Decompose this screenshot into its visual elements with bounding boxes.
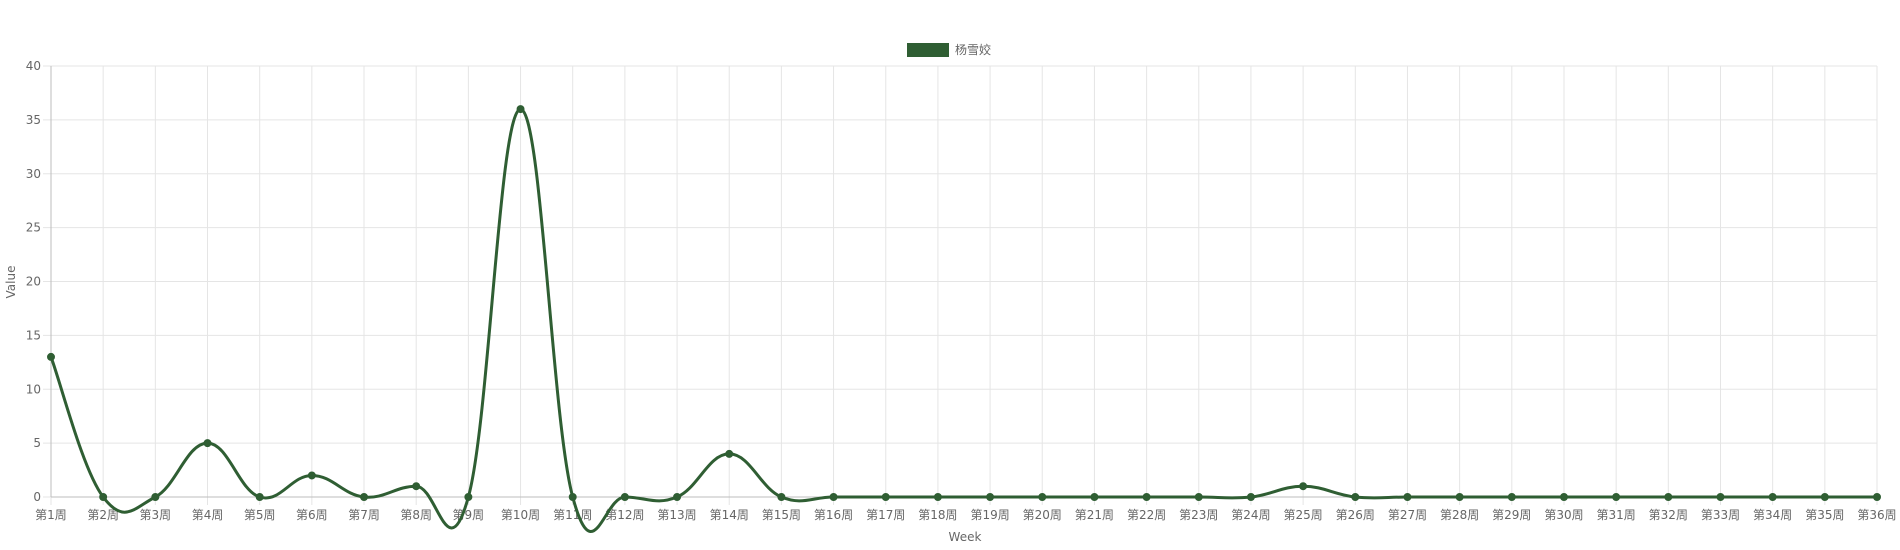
data-point[interactable] — [1038, 493, 1047, 501]
x-tick-label: 第14周 — [710, 508, 749, 522]
x-tick-label: 第19周 — [970, 508, 1009, 522]
data-point[interactable] — [986, 493, 995, 501]
data-point[interactable] — [933, 493, 942, 501]
x-tick-label: 第18周 — [918, 508, 957, 522]
x-axis-title: Week — [949, 530, 982, 544]
y-tick-label: 5 — [33, 436, 41, 450]
x-tick-label: 第32周 — [1649, 508, 1688, 522]
x-tick-label: 第23周 — [1179, 508, 1218, 522]
y-tick-labels: 0 5 10 15 20 25 30 35 40 — [26, 59, 41, 504]
x-tick-label: 第15周 — [762, 508, 801, 522]
data-point[interactable] — [1299, 482, 1308, 491]
x-tick-label: 第20周 — [1023, 508, 1062, 522]
y-tick-label: 0 — [33, 490, 41, 504]
data-point[interactable] — [360, 493, 369, 501]
y-tick-label: 25 — [26, 221, 41, 235]
x-tick-label: 第34周 — [1753, 508, 1792, 522]
data-point[interactable] — [1716, 493, 1725, 501]
data-point[interactable] — [568, 493, 577, 501]
data-point[interactable] — [151, 493, 160, 501]
y-tick-label: 35 — [26, 113, 41, 127]
x-tick-label: 第4周 — [192, 508, 224, 522]
y-tick-label: 15 — [26, 328, 41, 342]
data-point[interactable] — [1768, 493, 1777, 501]
x-tick-label: 第25周 — [1283, 508, 1322, 522]
data-point[interactable] — [673, 493, 682, 501]
x-tick-label: 第16周 — [814, 508, 853, 522]
x-tick-label: 第27周 — [1388, 508, 1427, 522]
x-tick-label: 第2周 — [87, 508, 119, 522]
x-tick-label: 第11周 — [553, 508, 592, 522]
x-tick-label: 第30周 — [1544, 508, 1583, 522]
x-tick-label: 第28周 — [1440, 508, 1479, 522]
data-point[interactable] — [1820, 493, 1829, 501]
x-tick-label: 第6周 — [296, 508, 328, 522]
y-tick-label: 30 — [26, 167, 41, 181]
data-point[interactable] — [1612, 493, 1621, 501]
data-point[interactable] — [47, 352, 55, 361]
data-point[interactable] — [1559, 493, 1568, 501]
x-tick-label: 第13周 — [657, 508, 696, 522]
x-tick-label: 第24周 — [1231, 508, 1270, 522]
data-point[interactable] — [620, 493, 629, 501]
data-point[interactable] — [203, 439, 212, 448]
x-tick-labels: 第1周 第2周 第3周 第4周 第5周 第6周 第7周 第8周 第9周 第10周 第11周 第12周第… — [35, 508, 1896, 522]
data-point[interactable] — [881, 493, 890, 501]
data-point[interactable] — [829, 493, 838, 501]
data-point[interactable] — [516, 105, 525, 114]
x-tick-label: 第33周 — [1701, 508, 1740, 522]
x-tick-label: 第12周 — [605, 508, 644, 522]
x-tick-label: 第17周 — [866, 508, 905, 522]
data-point[interactable] — [1194, 493, 1203, 501]
x-tick-label: 第8周 — [400, 508, 432, 522]
x-tick-label: 第9周 — [453, 508, 485, 522]
data-point[interactable] — [1403, 493, 1412, 501]
x-tick-label: 第5周 — [244, 508, 276, 522]
x-tick-label: 第26周 — [1336, 508, 1375, 522]
x-tick-label: 第35周 — [1805, 508, 1844, 522]
data-point[interactable] — [1246, 493, 1255, 501]
data-point[interactable] — [1873, 493, 1881, 501]
y-tick-label: 10 — [26, 382, 41, 396]
legend-label[interactable]: 杨雪姣 — [955, 42, 991, 57]
data-point[interactable] — [1455, 493, 1464, 501]
x-tick-label: 第3周 — [140, 508, 172, 522]
y-axis-title: Value — [4, 266, 18, 299]
x-tick-label: 第10周 — [501, 508, 540, 522]
grid-lines — [43, 65, 1878, 505]
legend-swatch[interactable] — [907, 43, 949, 57]
x-tick-label: 第1周 — [35, 508, 67, 522]
series-points — [47, 105, 1881, 501]
x-tick-label: 第7周 — [348, 508, 380, 522]
data-point[interactable] — [307, 471, 316, 480]
x-tick-label: 第29周 — [1492, 508, 1531, 522]
x-tick-label: 第21周 — [1075, 508, 1114, 522]
data-point[interactable] — [1507, 493, 1516, 501]
x-tick-label: 第22周 — [1127, 508, 1166, 522]
data-point[interactable] — [412, 482, 421, 491]
data-point[interactable] — [464, 493, 473, 501]
y-tick-label: 40 — [26, 59, 41, 73]
data-point[interactable] — [1351, 493, 1360, 501]
data-point[interactable] — [777, 493, 786, 501]
y-tick-label: 20 — [26, 275, 41, 289]
data-point[interactable] — [1142, 493, 1151, 501]
data-point[interactable] — [1664, 493, 1673, 501]
data-point[interactable] — [725, 449, 734, 458]
x-tick-label: 第36周 — [1857, 508, 1896, 522]
legend[interactable]: 杨雪姣 — [907, 42, 991, 57]
data-point[interactable] — [255, 493, 264, 501]
series-line — [49, 107, 1878, 533]
data-point[interactable] — [99, 493, 108, 501]
x-tick-label: 第31周 — [1597, 508, 1636, 522]
series-lines — [49, 107, 1878, 533]
data-point[interactable] — [1090, 493, 1099, 501]
